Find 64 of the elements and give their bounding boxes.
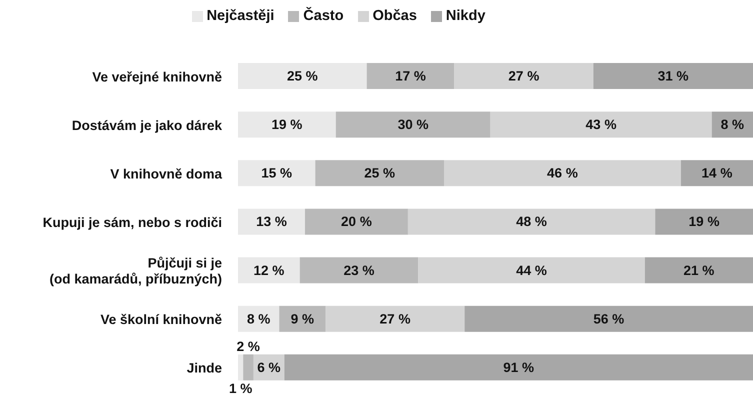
data-label: 19 % [272, 117, 302, 132]
bar [593, 63, 753, 89]
y-tick-label: Ve veřejné knihovně [92, 68, 222, 84]
data-label: 56 % [593, 311, 624, 326]
data-label: 46 % [547, 166, 578, 181]
data-label: 20 % [341, 214, 372, 230]
data-label: 44 % [516, 262, 547, 278]
bar [408, 208, 656, 235]
bar [238, 257, 300, 284]
data-label: 21 % [684, 262, 714, 278]
bar [644, 257, 753, 284]
data-label: 8 % [720, 117, 744, 132]
bar [238, 63, 367, 89]
data-label: 48 % [516, 214, 547, 230]
data-label: 25 % [286, 68, 318, 84]
bar [304, 208, 408, 235]
y-tick-label: Dostávám je jako dárek [72, 117, 222, 132]
data-label: 27 % [380, 311, 410, 326]
bar [243, 354, 254, 380]
data-label: 43 % [586, 117, 616, 132]
data-label: 17 % [395, 68, 426, 84]
data-label: 27 % [508, 68, 540, 84]
bar [238, 354, 244, 380]
y-tick-label: V knihovně doma [110, 166, 222, 181]
bar [366, 63, 454, 89]
data-label: 1 % [228, 380, 252, 396]
y-tick-label: Jinde [186, 360, 222, 376]
bar [336, 112, 490, 138]
y-tick-label: Ve školní knihovně [100, 312, 222, 327]
bar [680, 160, 753, 186]
data-label: 25 % [364, 166, 396, 181]
bar [655, 208, 753, 235]
y-tick-label: Půjčuji si je (od kamarádů, příbuzných) [49, 255, 222, 286]
bar [284, 354, 753, 380]
bar [490, 112, 712, 138]
bar [300, 257, 418, 284]
bar [444, 160, 681, 186]
bar [238, 208, 305, 235]
data-label: 8 % [246, 311, 270, 326]
bar [418, 257, 645, 284]
bar [464, 306, 753, 332]
data-label: 6 % [257, 360, 281, 375]
data-label: 14 % [702, 166, 732, 181]
data-label: 2 % [236, 338, 260, 354]
bar [326, 306, 465, 332]
data-label: 12 % [254, 262, 284, 278]
bar [238, 160, 316, 186]
data-label: 13 % [256, 214, 287, 230]
legend-label: Často [302, 8, 344, 24]
legend-label: Nejčastěji [206, 8, 274, 24]
data-label: 23 % [344, 262, 374, 278]
data-label: 9 % [290, 311, 314, 326]
bar [238, 112, 336, 138]
data-label: 30 % [398, 117, 428, 132]
data-label: 19 % [688, 214, 720, 230]
data-label: 31 % [658, 68, 689, 84]
bar [279, 306, 326, 332]
data-label: 15 % [261, 166, 292, 181]
legend-label: Občas [372, 8, 417, 24]
y-tick-label: Kupuji je sám, nebo s rodiči [42, 214, 222, 230]
bar [315, 160, 444, 186]
bar [454, 63, 594, 89]
legend-label: Nikdy [444, 8, 486, 24]
data-label: 91 % [503, 360, 534, 375]
